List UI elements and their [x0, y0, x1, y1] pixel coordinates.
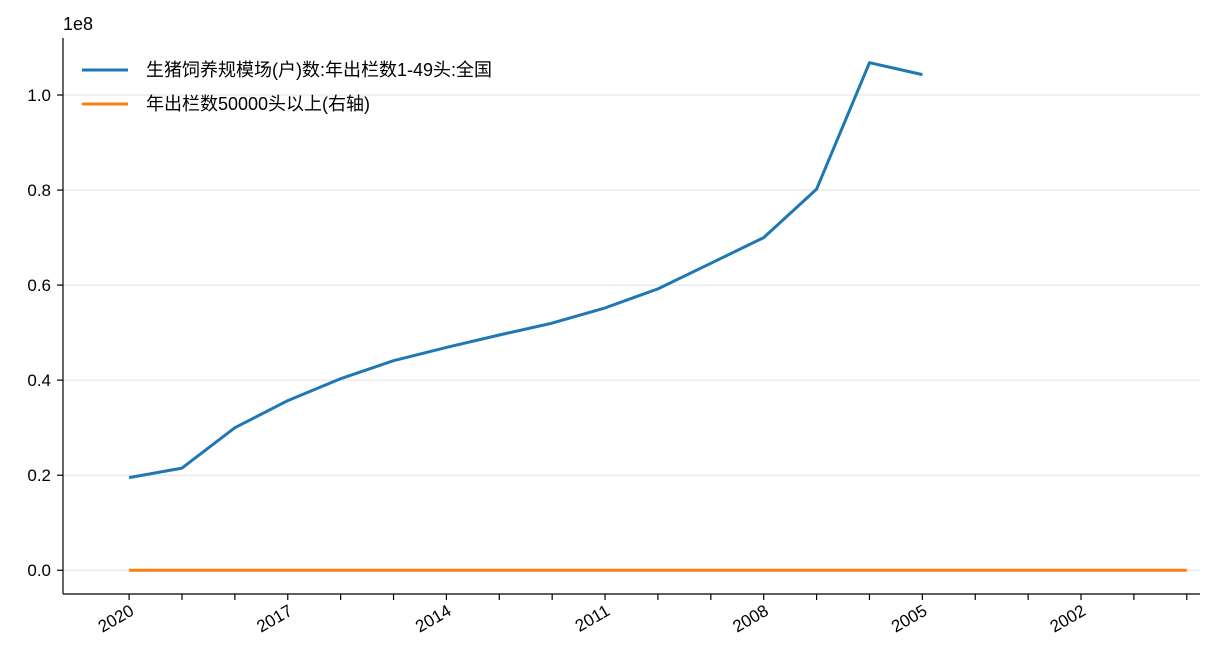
ticks: 0.0 0.2 0.4 0.6 0.8 1.0 2020 2017 2014 2011 2008 20…: [27, 86, 1188, 636]
x-tick-label: 2014: [412, 601, 454, 636]
x-tick-label: 2008: [729, 601, 771, 636]
series-lines: [128, 61, 1187, 572]
grid-lines: [63, 94, 1200, 571]
x-tick-label: 2011: [572, 601, 613, 636]
y-tick-label: 0.0: [27, 561, 51, 580]
x-tick-label: 2017: [253, 601, 295, 636]
axes: [62, 38, 1200, 595]
y-tick-label: 0.6: [27, 276, 51, 295]
legend-label-2: 年出栏数50000头以上(右轴): [146, 94, 370, 114]
series-line-1: [128, 61, 923, 480]
x-tick-label: 2002: [1047, 601, 1089, 636]
x-tick-label: 2005: [888, 601, 930, 636]
y-tick-label: 0.8: [27, 181, 51, 200]
y-axis-offset-label: 1e8: [63, 14, 93, 34]
y-tick-label: 0.2: [27, 466, 51, 485]
y-tick-label: 1.0: [27, 86, 51, 105]
legend-label-1: 生猪饲养规模场(户)数:年出栏数1-49头:全国: [146, 60, 492, 80]
x-tick-label: 2020: [95, 601, 137, 636]
y-tick-label: 0.4: [27, 371, 51, 390]
